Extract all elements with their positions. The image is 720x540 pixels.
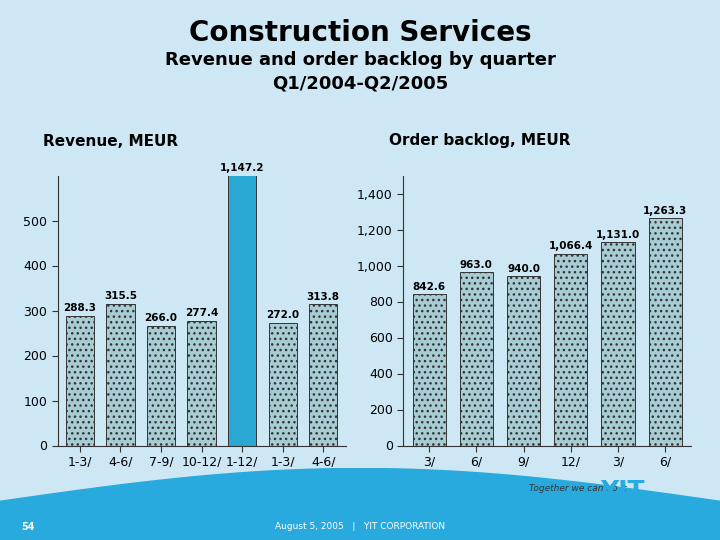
Text: 288.3: 288.3 — [63, 303, 96, 313]
Bar — [309, 304, 338, 446]
Bar — [228, 0, 256, 446]
Text: 1,147.2: 1,147.2 — [220, 163, 264, 173]
Text: 963.0: 963.0 — [460, 260, 492, 270]
Bar — [649, 218, 682, 446]
Bar — [554, 254, 588, 446]
Text: YIT: YIT — [600, 480, 645, 503]
Text: Together we can do it: Together we can do it — [529, 484, 626, 493]
Text: 940.0: 940.0 — [507, 264, 540, 274]
Text: 54: 54 — [22, 522, 35, 531]
Text: 1,263.3: 1,263.3 — [643, 206, 688, 216]
Bar — [107, 303, 135, 446]
Bar — [460, 272, 493, 446]
Text: 1,131.0: 1,131.0 — [596, 230, 640, 240]
Text: 842.6: 842.6 — [413, 282, 446, 292]
Text: 277.4: 277.4 — [185, 308, 218, 318]
Text: Revenue and order backlog by quarter
Q1/2004-Q2/2005: Revenue and order backlog by quarter Q1/… — [165, 51, 555, 93]
Text: 266.0: 266.0 — [145, 313, 178, 323]
Bar — [413, 294, 446, 446]
Bar — [187, 321, 216, 446]
Polygon shape — [0, 467, 720, 500]
Text: 272.0: 272.0 — [266, 310, 300, 320]
Text: 313.8: 313.8 — [307, 292, 340, 301]
Text: 1,066.4: 1,066.4 — [549, 241, 593, 252]
Bar — [269, 323, 297, 445]
Text: August 5, 2005   |   YIT CORPORATION: August 5, 2005 | YIT CORPORATION — [275, 522, 445, 531]
Bar — [147, 326, 175, 446]
Text: Revenue, MEUR: Revenue, MEUR — [43, 133, 179, 148]
Text: Order backlog, MEUR: Order backlog, MEUR — [389, 133, 570, 148]
Bar — [66, 316, 94, 446]
Text: 315.5: 315.5 — [104, 291, 137, 301]
Text: Construction Services: Construction Services — [189, 19, 531, 47]
Bar — [507, 276, 540, 446]
Bar — [601, 242, 634, 446]
